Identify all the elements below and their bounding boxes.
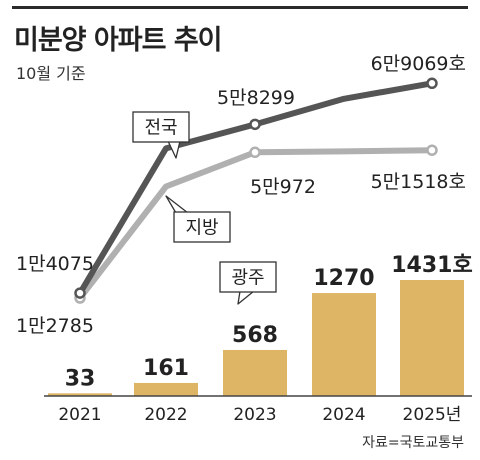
point-labels: 1만4075 5만8299 6만9069호 1만2785 5만972 5만1518호 [16, 53, 466, 337]
callout-gwangju-box [219, 261, 277, 293]
callout-gwangju-tail [237, 290, 255, 305]
callout-jeonguk-box [132, 111, 190, 143]
bar-value-labels: 33 161 568 1270 1431호 [65, 253, 473, 391]
series-point-전국 [426, 77, 438, 90]
point-label: 1만2785 [16, 315, 94, 337]
bar-2022 [134, 382, 198, 396]
bar-series [48, 280, 464, 396]
series-point-전국 [74, 287, 86, 299]
x-tick-labels: 2021 2022 2023 2024 2025년 [58, 405, 461, 425]
callout-jibang-tail [165, 195, 189, 214]
bar-2021 [48, 393, 112, 396]
bar-value-label: 33 [65, 366, 96, 391]
callout-jibang-label: 지방 [185, 218, 218, 239]
line-series [74, 77, 438, 304]
series-point-전국 [249, 118, 261, 131]
chart-title: 미분양 아파트 추이 [14, 25, 223, 56]
point-label: 5만8299 [217, 87, 295, 109]
source-note: 자료=국토교통부 [362, 435, 464, 451]
point-label: 5만972 [250, 176, 316, 198]
x-tick-label: 2024 [322, 405, 365, 425]
bar-2023 [223, 349, 287, 396]
point-label: 6만9069호 [371, 53, 466, 75]
series-point-지방 [249, 146, 261, 159]
bar-value-label: 161 [143, 356, 189, 381]
bar-2025년 [400, 280, 464, 396]
callout-jibang-box [173, 211, 231, 243]
callout-jeonguk-tail [167, 140, 181, 159]
callout-gwangju-label: 광주 [231, 268, 264, 289]
top-rule [12, 6, 468, 9]
callout-jeonguk-label: 전국 [144, 118, 177, 139]
bar-value-label: 1270 [313, 266, 374, 291]
chart-subtitle: 10월 기준 [16, 64, 86, 83]
point-label: 5만1518호 [371, 171, 466, 193]
x-tick-label: 2025년 [403, 405, 462, 425]
series-point-지방 [426, 144, 438, 156]
x-tick-label: 2022 [144, 405, 187, 425]
bar-value-label: 1431호 [391, 253, 472, 278]
bar-value-label: 568 [232, 323, 278, 348]
x-tick-label: 2023 [233, 405, 276, 425]
bar-2024 [312, 293, 376, 396]
x-tick-label: 2021 [58, 405, 101, 425]
point-label: 1만4075 [16, 253, 94, 275]
